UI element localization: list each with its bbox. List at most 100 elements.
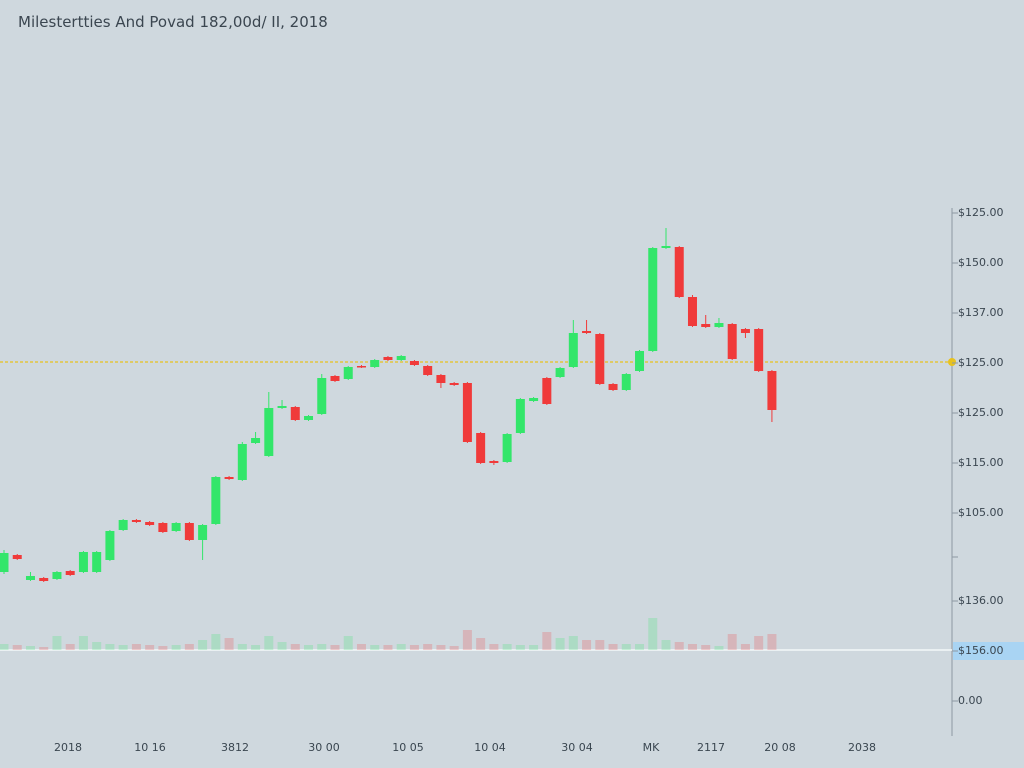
volume-bar (224, 638, 234, 650)
volume-bar (78, 636, 88, 650)
candle-body (635, 351, 645, 371)
x-axis-label: 30 00 (308, 741, 340, 754)
x-axis-label: 2038 (848, 741, 876, 754)
volume-bar (211, 634, 221, 650)
y-axis-label: $125.00 (958, 356, 1004, 369)
volume-bar (582, 640, 592, 650)
candle-body (409, 361, 419, 365)
candle-body (65, 571, 75, 575)
volume-bar (489, 644, 499, 650)
volume-bar (304, 645, 314, 650)
volume-bar (105, 644, 115, 650)
volume-bar (740, 644, 750, 650)
volume-bar (462, 630, 472, 650)
candle-body (251, 438, 261, 443)
volume-bar (0, 644, 9, 650)
volume-bar (118, 645, 128, 650)
candle-body (661, 246, 671, 248)
candle-body (343, 367, 353, 379)
y-axis-label: $125.00 (958, 406, 1004, 419)
candle-body (12, 555, 22, 559)
x-axis-label: 30 04 (561, 741, 593, 754)
y-axis-label: $105.00 (958, 506, 1004, 519)
y-axis-label: 0.00 (958, 694, 983, 707)
candle-body (674, 247, 684, 297)
volume-bar (237, 644, 247, 650)
price-marker (948, 358, 956, 366)
x-axis-label: 2018 (54, 741, 82, 754)
candle-body (211, 477, 221, 524)
volume-bar (529, 645, 539, 650)
candle-body (489, 461, 499, 463)
volume-bar (767, 634, 777, 650)
candle-body (158, 523, 168, 532)
candle-body (78, 552, 88, 572)
volume-bar (608, 644, 618, 650)
volume-bar (476, 638, 486, 650)
volume-bar (39, 647, 49, 650)
volume-bar (251, 645, 261, 650)
volume-bar (648, 618, 658, 650)
volume-bar (343, 636, 353, 650)
candle-body (423, 366, 433, 375)
candle-body (105, 531, 115, 560)
candle-body (701, 324, 711, 327)
volume-bar (383, 645, 393, 650)
volume-bar (502, 644, 512, 650)
candle-body (145, 522, 155, 525)
y-axis-label: $125.00 (958, 206, 1004, 219)
candle-body (767, 371, 777, 410)
volume-bar (687, 644, 697, 650)
candle-body (25, 576, 35, 580)
candle-body (330, 376, 340, 381)
candle-body (290, 407, 300, 420)
candle-body (304, 416, 314, 420)
y-axis-label: $136.00 (958, 594, 1004, 607)
candle-body (131, 520, 141, 522)
candle-body (383, 357, 393, 360)
volume-bar (661, 640, 671, 650)
candle-body (608, 384, 618, 390)
volume-bar (92, 642, 102, 650)
candle-body (118, 520, 128, 530)
candle-body (317, 378, 327, 414)
volume-bar (158, 646, 168, 650)
candle-body (648, 248, 658, 351)
volume-bar (754, 636, 764, 650)
x-axis-label: 10 16 (134, 741, 166, 754)
candle-body (476, 433, 486, 463)
candle-body (754, 329, 764, 371)
volume-bar (409, 645, 419, 650)
volume-bar (449, 646, 459, 650)
candle-body (277, 406, 287, 408)
x-axis-label: 2117 (697, 741, 725, 754)
x-axis-label: 20 08 (764, 741, 796, 754)
volume-bar (184, 644, 194, 650)
volume-bar (12, 645, 22, 650)
candle-body (264, 408, 274, 456)
y-axis-label: $137.00 (958, 306, 1004, 319)
chart-title: Milestertties And Povad 182,00d/ II, 201… (18, 13, 328, 31)
volume-bar (171, 645, 181, 650)
candle-body (370, 360, 380, 367)
y-axis-label: $115.00 (958, 456, 1004, 469)
volume-bar (635, 644, 645, 650)
y-axis-label: $150.00 (958, 256, 1004, 269)
candle-body (714, 323, 724, 327)
volume-bar (264, 636, 274, 650)
highlight-label-bg (953, 642, 1024, 660)
candle-body (595, 334, 605, 384)
candle-body (502, 434, 512, 462)
volume-bar (317, 644, 327, 650)
candle-body (198, 525, 208, 540)
candle-body (171, 523, 181, 531)
volume-bar (515, 645, 525, 650)
volume-bar (330, 645, 340, 650)
volume-bar (290, 644, 300, 650)
candle-body (224, 477, 234, 479)
volume-bar (277, 642, 287, 650)
volume-bar (555, 638, 565, 650)
candle-body (449, 383, 459, 385)
candle-body (542, 378, 552, 404)
